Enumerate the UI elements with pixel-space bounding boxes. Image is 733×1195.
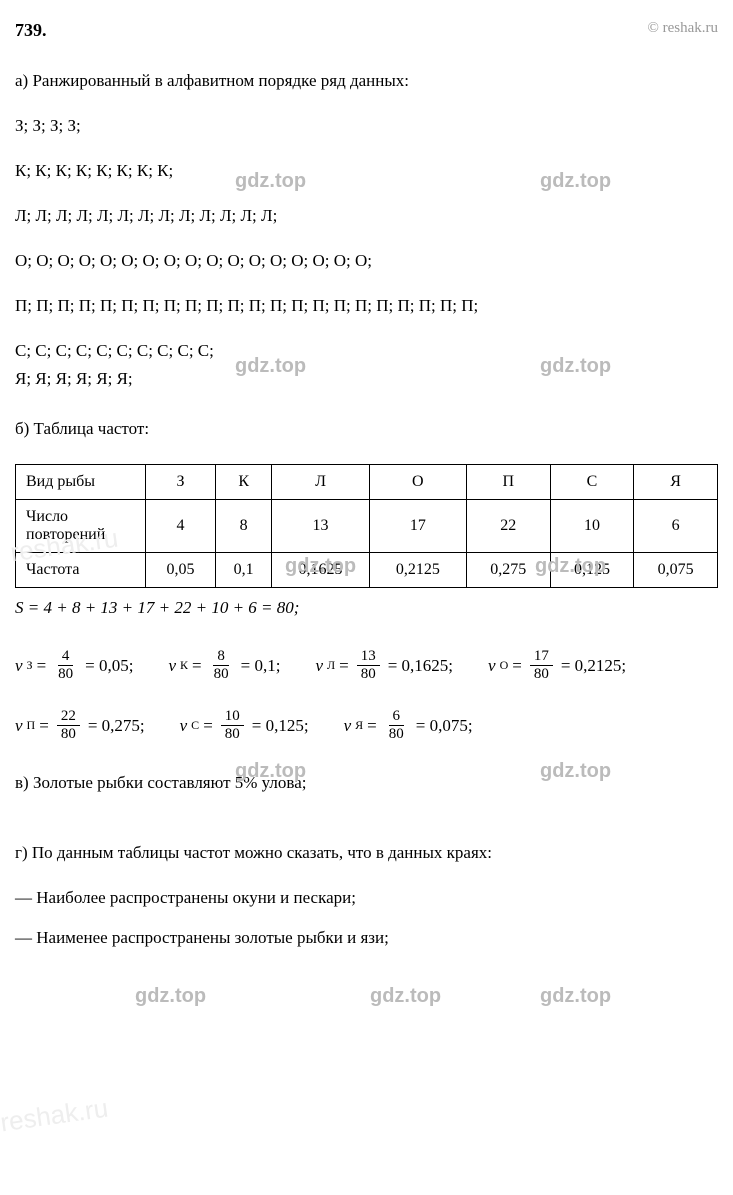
frequency-calc: vЛ = 13 80 = 0,1625;: [315, 648, 453, 683]
table-cell: 6: [634, 500, 718, 553]
section-c: в) Золотые рыбки составляют 5% улова;: [15, 773, 718, 793]
conclusion-item: — Наиболее распространены окуни и пескар…: [15, 888, 718, 908]
data-row: С; С; С; С; С; С; С; С; С; С;: [15, 341, 718, 361]
watermark-gdz: gdz.top: [370, 985, 441, 1008]
table-cell: Л: [272, 465, 369, 500]
data-row: П; П; П; П; П; П; П; П; П; П; П; П; П; П…: [15, 296, 718, 316]
data-row: О; О; О; О; О; О; О; О; О; О; О; О; О; О…: [15, 251, 718, 271]
table-cell: Я: [634, 465, 718, 500]
conclusion-item: — Наименее распространены золотые рыбки …: [15, 928, 718, 948]
watermark-gdz: gdz.top: [135, 985, 206, 1008]
data-row: З; З; З; З;: [15, 116, 718, 136]
frequency-calc: vК = 8 80 = 0,1;: [168, 648, 280, 683]
table-row: Частота 0,05 0,1 0,1625 0,2125 0,275 0,1…: [16, 553, 718, 588]
table-row: Число повторений 4 8 13 17 22 10 6: [16, 500, 718, 553]
table-cell: 8: [216, 500, 272, 553]
data-row: Л; Л; Л; Л; Л; Л; Л; Л; Л; Л; Л; Л; Л;: [15, 206, 718, 226]
data-row: Я; Я; Я; Я; Я; Я;: [15, 369, 718, 389]
table-cell: 10: [550, 500, 634, 553]
table-cell: 0,075: [634, 553, 718, 588]
table-cell: 0,125: [550, 553, 634, 588]
table-cell: З: [146, 465, 216, 500]
table-cell: 0,275: [466, 553, 550, 588]
table-cell: 22: [466, 500, 550, 553]
row-header: Число повторений: [16, 500, 146, 553]
frequency-calc: vП = 22 80 = 0,275;: [15, 708, 145, 743]
table-cell: 0,1625: [272, 553, 369, 588]
row-header: Вид рыбы: [16, 465, 146, 500]
table-cell: 0,1: [216, 553, 272, 588]
calculations: vЗ = 4 80 = 0,05; vК = 8 80 = 0,1; vЛ = …: [15, 648, 718, 743]
problem-number: 739.: [15, 20, 47, 41]
table-cell: 13: [272, 500, 369, 553]
frequency-calc: vО = 17 80 = 0,2125;: [488, 648, 626, 683]
table-cell: 0,05: [146, 553, 216, 588]
table-cell: 0,2125: [369, 553, 466, 588]
section-a-title: а) Ранжированный в алфавитном порядке ря…: [15, 71, 718, 91]
watermark-reshak: reshak.ru: [0, 1093, 110, 1139]
sum-formula: S = 4 + 8 + 13 + 17 + 22 + 10 + 6 = 80;: [15, 598, 718, 618]
frequency-calc: vЯ = 6 80 = 0,075;: [344, 708, 473, 743]
section-b-title: б) Таблица частот:: [15, 419, 718, 439]
watermark-gdz: gdz.top: [540, 985, 611, 1008]
table-cell: С: [550, 465, 634, 500]
frequency-table: Вид рыбы З К Л О П С Я Число повторений …: [15, 464, 718, 588]
table-cell: 4: [146, 500, 216, 553]
data-row: К; К; К; К; К; К; К; К;: [15, 161, 718, 181]
section-d-intro: г) По данным таблицы частот можно сказат…: [15, 843, 718, 863]
table-cell: П: [466, 465, 550, 500]
table-cell: 17: [369, 500, 466, 553]
frequency-calc: vС = 10 80 = 0,125;: [180, 708, 309, 743]
header: 739. © reshak.ru: [15, 20, 718, 41]
copyright: © reshak.ru: [647, 20, 718, 41]
table-cell: О: [369, 465, 466, 500]
row-header: Частота: [16, 553, 146, 588]
table-cell: К: [216, 465, 272, 500]
table-row: Вид рыбы З К Л О П С Я: [16, 465, 718, 500]
frequency-calc: vЗ = 4 80 = 0,05;: [15, 648, 133, 683]
